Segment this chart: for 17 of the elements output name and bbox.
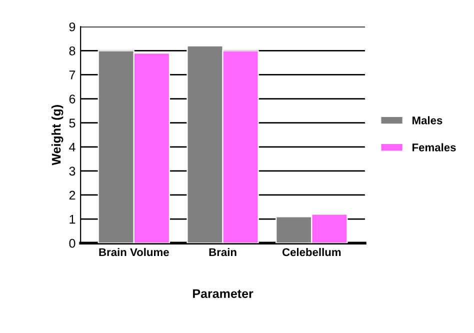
y-tick-label: 5 bbox=[69, 118, 76, 128]
y-tick-label: 1 bbox=[70, 214, 76, 224]
x-tick-label: Celebellum bbox=[282, 248, 341, 256]
y-tick-label: 2 bbox=[69, 190, 76, 200]
x-tick-label: Brain Volume bbox=[99, 248, 169, 256]
y-axis-title: Weight (g) bbox=[52, 105, 64, 166]
y-tick-label: 9 bbox=[69, 22, 76, 32]
legend-label: Males bbox=[412, 116, 442, 124]
y-tick-label: 7 bbox=[69, 70, 76, 80]
y-tick-label: 4 bbox=[69, 142, 76, 152]
x-axis-title: Parameter bbox=[193, 289, 254, 298]
y-tick-label: 6 bbox=[69, 94, 76, 104]
x-tick-label: Brain bbox=[209, 248, 236, 256]
y-tick-label: 0 bbox=[69, 238, 76, 248]
y-tick-label: 3 bbox=[69, 166, 76, 176]
y-tick-label: 8 bbox=[69, 46, 76, 56]
legend-label: Females bbox=[412, 143, 456, 152]
